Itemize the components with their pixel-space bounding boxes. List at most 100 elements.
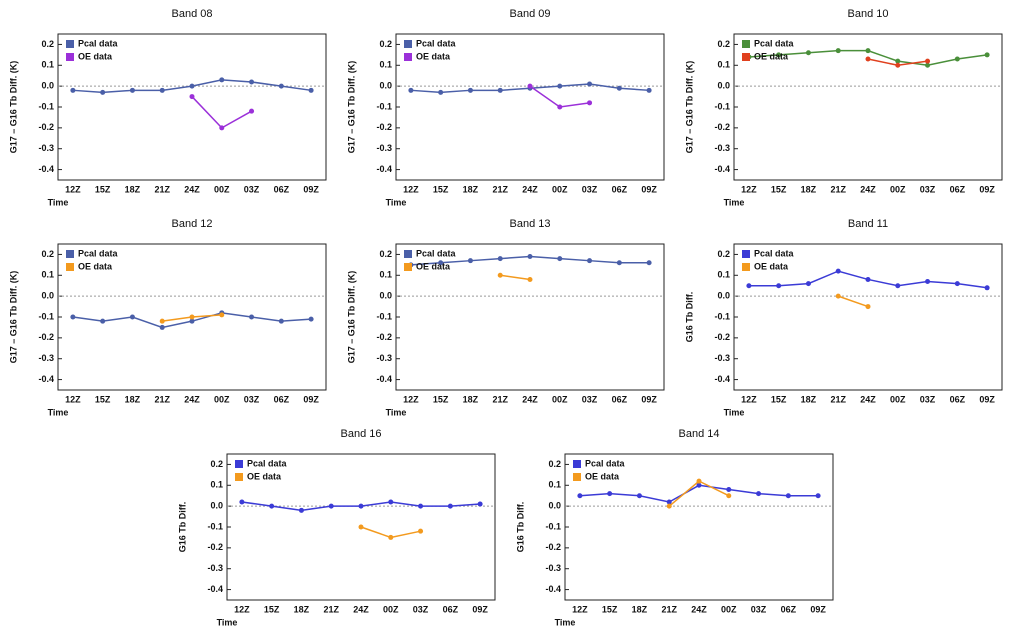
y-tick-label: -0.4 [714, 164, 730, 174]
x-tick-label: 18Z [294, 604, 310, 614]
y-tick-label: -0.1 [714, 101, 730, 111]
chart-title: Band 11 [848, 218, 888, 230]
x-tick-label: 18Z [801, 394, 817, 404]
data-point [189, 314, 195, 320]
x-tick-label: 03Z [920, 184, 936, 194]
x-tick-label: 03Z [582, 394, 598, 404]
y-tick-label: -0.2 [714, 332, 730, 342]
x-tick-label: 18Z [463, 184, 479, 194]
legend-swatch [742, 250, 750, 258]
data-point [984, 285, 990, 291]
y-tick-label: -0.1 [376, 311, 392, 321]
x-tick-label: 15Z [95, 184, 111, 194]
legend-label: Pcal data [754, 248, 795, 258]
data-point [925, 279, 931, 285]
x-tick-label: 12Z [741, 184, 757, 194]
legend-label: Pcal data [754, 38, 795, 48]
x-tick-label: 12Z [741, 394, 757, 404]
y-tick-label: -0.2 [376, 122, 392, 132]
legend-swatch [235, 460, 243, 468]
data-point [497, 272, 503, 278]
series-line [837, 295, 869, 308]
data-point [746, 283, 752, 289]
y-tick-label: 0.0 [41, 81, 54, 91]
y-tick-label: -0.4 [714, 374, 730, 384]
x-tick-label: 12Z [403, 394, 419, 404]
y-tick-label: -0.3 [714, 143, 730, 153]
chart-title: Band 09 [510, 8, 551, 20]
y-tick-label: 0.1 [717, 270, 730, 280]
x-tick-label: 00Z [383, 604, 399, 614]
x-axis-label: Time [48, 407, 69, 417]
data-point [249, 79, 255, 85]
y-tick-label: -0.2 [207, 542, 223, 552]
data-point [219, 312, 225, 318]
y-axis-label: G17 – G16 Tb Diff. (K) [346, 271, 356, 364]
x-tick-label: 06Z [781, 604, 797, 614]
y-tick-label: -0.3 [376, 353, 392, 363]
y-tick-label: 0.2 [717, 39, 730, 49]
x-tick-label: 15Z [602, 604, 618, 614]
y-tick-label: -0.3 [207, 563, 223, 573]
y-axis-label: G16 Tb Diff. [684, 292, 694, 343]
data-point [159, 324, 165, 330]
x-tick-label: 15Z [771, 184, 787, 194]
x-tick-label: 21Z [154, 394, 170, 404]
legend-label: Pcal data [416, 38, 457, 48]
data-point [497, 87, 503, 93]
data-point [447, 503, 453, 509]
x-tick-label: 09Z [303, 394, 319, 404]
y-axis-label: G16 Tb Diff. [177, 502, 187, 553]
data-point [278, 318, 284, 324]
legend-swatch [573, 460, 581, 468]
data-point [467, 87, 473, 93]
data-point [497, 256, 503, 262]
x-tick-label: 24Z [691, 604, 707, 614]
data-point [418, 528, 424, 534]
data-point [835, 48, 841, 54]
y-tick-label: 0.0 [717, 291, 730, 301]
x-tick-label: 03Z [920, 394, 936, 404]
data-point [865, 48, 871, 54]
data-point [636, 493, 642, 499]
data-point [308, 316, 314, 322]
data-point [954, 56, 960, 62]
x-tick-label: 00Z [552, 394, 568, 404]
x-tick-label: 24Z [522, 394, 538, 404]
data-point [388, 534, 394, 540]
y-tick-label: -0.3 [376, 143, 392, 153]
legend-swatch [66, 40, 74, 48]
x-tick-label: 24Z [860, 184, 876, 194]
data-point [646, 260, 652, 266]
data-point [438, 89, 444, 95]
x-tick-label: 12Z [572, 604, 588, 614]
x-tick-label: 12Z [234, 604, 250, 614]
legend-label: OE data [78, 261, 113, 271]
data-point [865, 276, 871, 282]
legend-label: Pcal data [78, 248, 119, 258]
x-tick-label: 06Z [443, 604, 459, 614]
data-point [895, 283, 901, 289]
x-tick-label: 21Z [154, 184, 170, 194]
data-point [239, 499, 245, 505]
data-point [219, 125, 225, 131]
y-axis-label: G17 – G16 Tb Diff. (K) [684, 61, 694, 154]
y-tick-label: 0.1 [210, 480, 223, 490]
x-tick-label: 21Z [492, 394, 508, 404]
data-point [835, 293, 841, 299]
legend-label: OE data [585, 471, 620, 481]
data-point [756, 491, 762, 497]
y-tick-label: -0.1 [38, 101, 54, 111]
data-point [805, 281, 811, 287]
y-tick-label: 0.2 [379, 249, 392, 259]
data-point [527, 254, 533, 260]
series-line [191, 96, 252, 129]
data-point [249, 314, 255, 320]
data-point [805, 50, 811, 56]
data-point [696, 482, 702, 488]
x-tick-label: 15Z [433, 394, 449, 404]
data-point [159, 318, 165, 324]
y-tick-label: 0.2 [379, 39, 392, 49]
data-point [587, 258, 593, 264]
x-tick-label: 00Z [214, 184, 230, 194]
